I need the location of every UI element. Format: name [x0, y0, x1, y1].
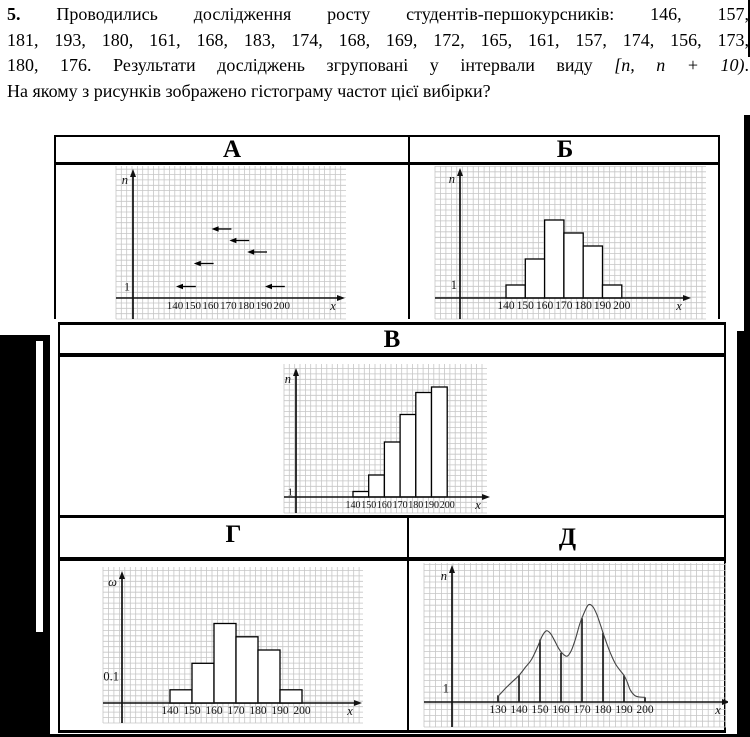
svg-text:150: 150: [185, 300, 202, 312]
table-gd-top-border: [58, 515, 726, 518]
svg-text:190: 190: [256, 300, 273, 312]
table-top-header-underline: [54, 162, 720, 165]
svg-text:160: 160: [205, 705, 223, 717]
scan-artifact-right-bottom: [737, 331, 750, 737]
svg-text:n: n: [285, 372, 291, 386]
table-gd-header-underline: [58, 557, 726, 561]
option-label-v: В: [383, 326, 401, 353]
svg-text:150: 150: [517, 300, 535, 312]
svg-text:150: 150: [361, 500, 376, 511]
svg-text:180: 180: [238, 300, 255, 312]
svg-text:200: 200: [613, 300, 631, 312]
chart-option-g: ω x 0.1 140 150 160 170 180 190 200: [102, 567, 363, 724]
problem-number: 5.: [7, 4, 21, 24]
options-table-top: [54, 135, 720, 319]
svg-text:ω: ω: [108, 575, 117, 589]
svg-text:n: n: [122, 173, 128, 187]
svg-text:180: 180: [249, 705, 267, 717]
svg-text:140: 140: [167, 300, 184, 312]
svg-text:n: n: [441, 569, 447, 583]
chart-option-v: n x 1 140 150 160 170 180 190 200: [283, 364, 490, 514]
svg-text:x: x: [675, 299, 682, 313]
svg-text:x: x: [329, 299, 336, 313]
svg-text:170: 170: [555, 300, 573, 312]
svg-text:140: 140: [497, 300, 515, 312]
svg-text:170: 170: [393, 500, 408, 511]
svg-text:180: 180: [575, 300, 593, 312]
svg-text:140: 140: [161, 705, 179, 717]
problem-line-1: 5. Проводились дослідження росту студент…: [7, 2, 749, 28]
scan-artifact-bottom: [0, 734, 750, 737]
svg-text:190: 190: [615, 704, 633, 716]
svg-text:x: x: [714, 703, 721, 717]
problem-line-3: 180, 176. Результати досліджень згрупова…: [7, 53, 749, 79]
svg-text:190: 190: [271, 705, 289, 717]
options-table-bottom: [58, 322, 726, 733]
svg-text:200: 200: [293, 705, 311, 717]
svg-text:170: 170: [220, 300, 237, 312]
svg-text:1: 1: [443, 682, 449, 696]
svg-text:1: 1: [288, 487, 294, 499]
svg-text:200: 200: [636, 704, 654, 716]
svg-text:190: 190: [424, 500, 439, 511]
svg-text:130: 130: [489, 704, 507, 716]
option-label-d: Д: [558, 524, 577, 551]
chart-option-d: n x 1 130 140 150 160 170 180 190 200: [423, 563, 728, 728]
interval-formula: [n, n + 10): [614, 55, 745, 76]
table-gd-divider: [407, 515, 409, 733]
option-label-a: А: [222, 136, 242, 163]
svg-text:160: 160: [202, 300, 219, 312]
problem-line-1-text: Проводились дослідження росту студентів-…: [56, 4, 749, 24]
svg-text:150: 150: [183, 705, 201, 717]
problem-line-3-text: 180, 176. Результати досліджень згрупова…: [7, 55, 615, 76]
svg-text:140: 140: [346, 500, 361, 511]
scan-artifact-left-stripe: [36, 341, 43, 632]
table-v-header-underline: [58, 353, 726, 357]
svg-text:170: 170: [227, 705, 245, 717]
svg-text:190: 190: [594, 300, 612, 312]
svg-text:200: 200: [440, 500, 455, 511]
svg-text:140: 140: [510, 704, 528, 716]
svg-text:180: 180: [408, 500, 423, 511]
svg-text:200: 200: [274, 300, 291, 312]
svg-text:180: 180: [594, 704, 612, 716]
option-label-b: Б: [556, 136, 574, 163]
problem-line-2: 181, 193, 180, 161, 168, 183, 174, 168, …: [7, 29, 749, 50]
svg-text:170: 170: [573, 704, 591, 716]
svg-text:160: 160: [536, 300, 554, 312]
problem-question: На якому з рисунків зображено гістограму…: [7, 80, 491, 101]
scan-artifact-right-mid: [744, 115, 750, 331]
problem-text: 5. Проводились дослідження росту студент…: [7, 2, 749, 104]
svg-text:n: n: [449, 172, 455, 186]
svg-text:0.1: 0.1: [103, 670, 119, 684]
problem-line-3-end: .: [744, 55, 750, 76]
option-label-g: Г: [225, 521, 242, 548]
svg-text:1: 1: [451, 278, 457, 292]
svg-text:160: 160: [552, 704, 570, 716]
svg-text:1: 1: [124, 280, 130, 294]
scan-artifact-right-top: [748, 0, 750, 57]
svg-text:160: 160: [377, 500, 392, 511]
svg-text:x: x: [346, 704, 353, 718]
chart-option-b: n x 1 140 150 160 170 180 190 200: [434, 166, 706, 320]
svg-text:x: x: [474, 498, 481, 512]
chart-option-a: n x 1 140 150 160 170 180 190 200: [115, 166, 346, 320]
svg-text:150: 150: [531, 704, 549, 716]
table-top-divider: [408, 135, 410, 319]
